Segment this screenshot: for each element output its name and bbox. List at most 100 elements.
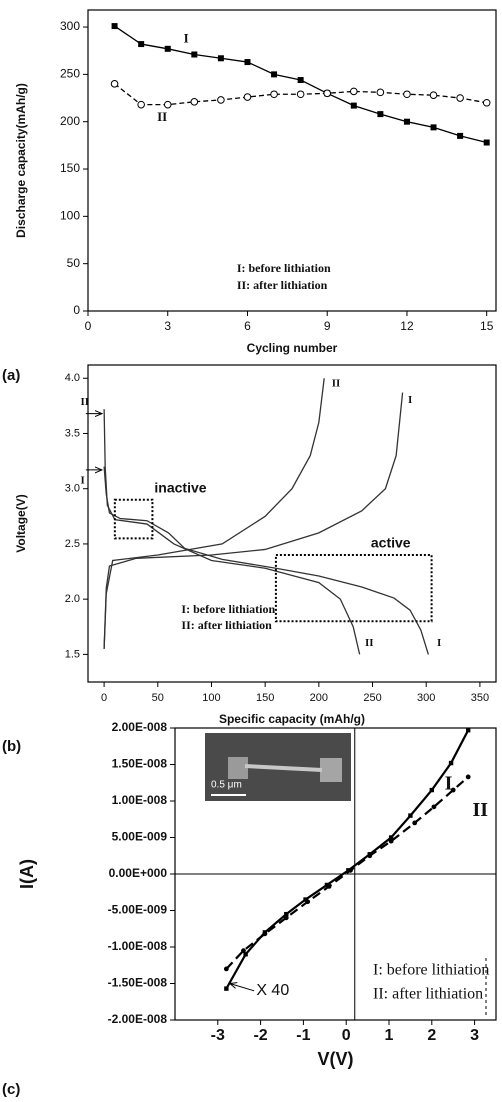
x-tick-label: 300 <box>417 692 435 704</box>
point <box>448 760 454 766</box>
region-label: active <box>371 535 411 551</box>
series-label: II <box>472 799 488 821</box>
point <box>403 118 410 125</box>
point <box>224 986 229 991</box>
point <box>271 71 278 78</box>
point <box>296 90 305 99</box>
y-tick-label: 0.00E+000 <box>109 866 168 880</box>
point <box>111 23 118 30</box>
point <box>164 45 171 52</box>
y-axis-title: Voltage(V) <box>14 494 28 552</box>
point <box>376 88 385 97</box>
point <box>243 93 252 101</box>
y-tick-label: 50 <box>67 256 81 270</box>
point <box>138 41 145 48</box>
series-label: II <box>80 396 89 408</box>
point <box>217 96 225 104</box>
annotation: I: before lithiation <box>237 261 331 275</box>
magnification-label: X 40 <box>256 982 289 999</box>
point <box>241 948 246 954</box>
series-line <box>103 378 325 649</box>
point <box>243 952 248 957</box>
series-label: I <box>80 475 84 487</box>
x-tick-label: 50 <box>152 692 164 704</box>
point <box>367 853 373 859</box>
y-tick-label: 250 <box>60 67 80 81</box>
y-tick-label: 200 <box>60 114 80 128</box>
point <box>270 90 278 99</box>
point <box>483 139 490 146</box>
panel-label: (b) <box>2 738 21 755</box>
series-line <box>103 392 404 649</box>
panel-label: (a) <box>2 367 20 384</box>
y-tick-label: 5.00E-009 <box>112 830 168 844</box>
point <box>408 813 413 818</box>
x-tick-label: 150 <box>256 692 274 704</box>
y-tick-label: -1.50E-008 <box>108 976 168 990</box>
point <box>388 835 394 840</box>
x-axis-title: V(V) <box>318 1049 354 1069</box>
x-tick-label: 6 <box>244 319 251 333</box>
point <box>430 124 437 131</box>
annotation: I: before lithiation <box>373 962 489 979</box>
region-box <box>113 498 154 540</box>
point <box>450 787 456 793</box>
inset-pad <box>320 758 342 782</box>
x-tick-label: 15 <box>480 319 494 333</box>
x-tick-label: 3 <box>470 1027 479 1044</box>
y-tick-label: 300 <box>60 19 80 33</box>
x-tick-label: 2 <box>427 1027 436 1044</box>
y-tick-label: 1.5 <box>65 648 80 660</box>
y-tick-label: 3.5 <box>65 427 80 439</box>
point <box>217 55 224 62</box>
point <box>431 804 437 810</box>
point <box>323 89 332 98</box>
series-label: I <box>184 30 189 45</box>
y-axis-title: I(A) <box>17 859 37 889</box>
point <box>284 911 289 917</box>
series-label: I <box>445 773 453 795</box>
plot-frame <box>87 364 497 683</box>
point <box>110 80 119 88</box>
point <box>191 51 198 58</box>
point <box>163 100 172 109</box>
annotation: II: after lithiation <box>373 986 483 1003</box>
x-tick-label: 3 <box>164 319 171 333</box>
series-label: I <box>437 637 441 649</box>
series-line <box>103 409 361 655</box>
annotation: II: after lithiation <box>237 278 328 292</box>
panel-label: (c) <box>2 1081 20 1098</box>
x-tick-label: 0 <box>342 1027 351 1044</box>
point <box>465 774 471 780</box>
point <box>190 98 199 106</box>
x-tick-label: -1 <box>296 1027 310 1044</box>
point <box>137 100 145 109</box>
y-tick-label: 100 <box>60 209 80 223</box>
x-tick-label: 1 <box>385 1027 394 1044</box>
inset-scale-label: 0.5 μm <box>211 780 242 791</box>
point <box>465 727 471 733</box>
point <box>297 77 304 84</box>
arrow <box>230 984 255 992</box>
point <box>262 931 268 937</box>
x-axis-title: Cycling number <box>247 341 338 355</box>
point <box>305 899 311 905</box>
y-tick-label: -2.00E-008 <box>108 1012 168 1026</box>
annotation: II: after lithiation <box>181 618 272 632</box>
y-tick-label: 2.0 <box>65 593 80 605</box>
x-tick-label: -2 <box>253 1027 267 1044</box>
series-label: II <box>365 637 374 649</box>
y-tick-label: 150 <box>60 161 80 175</box>
point <box>429 91 438 99</box>
point <box>377 111 384 118</box>
x-tick-label: 0 <box>85 319 92 333</box>
y-tick-label: 4.0 <box>65 372 80 384</box>
x-tick-label: 100 <box>202 692 220 704</box>
x-tick-label: 250 <box>363 692 381 704</box>
y-tick-label: 2.5 <box>65 538 80 550</box>
point <box>403 90 411 99</box>
point <box>324 882 330 888</box>
region-label: inactive <box>154 479 206 495</box>
x-tick-label: 350 <box>471 692 489 704</box>
